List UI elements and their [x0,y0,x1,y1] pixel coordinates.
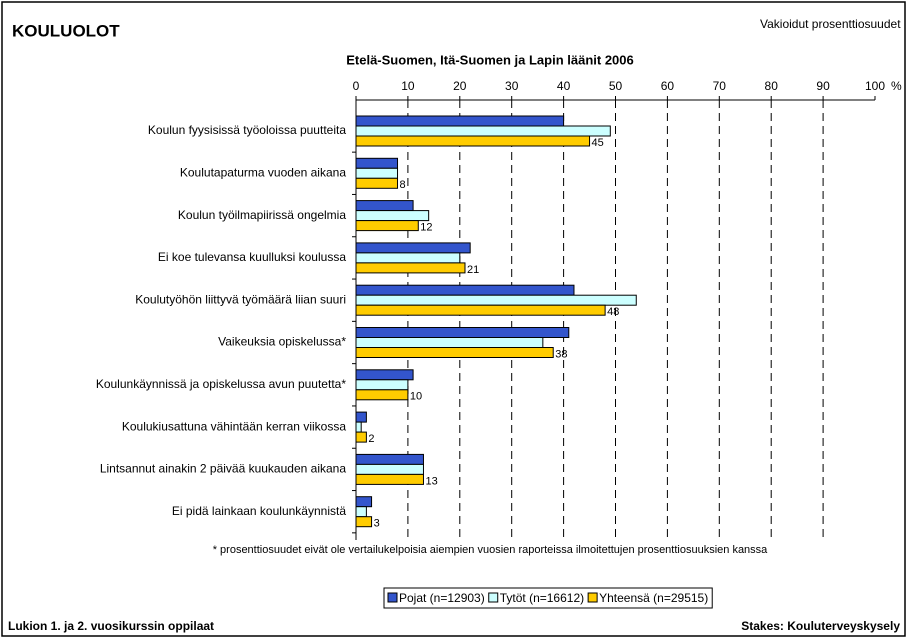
footer-left: Lukion 1. ja 2. vuosikurssin oppilaat [8,619,214,633]
bar [355,125,611,137]
bar [355,200,414,212]
bar [355,379,409,391]
bar [355,177,399,189]
data-label: 10 [410,391,422,403]
axis-unit: % [891,79,902,93]
data-label: 21 [467,264,479,276]
data-label: 3 [374,518,380,530]
bar [355,389,409,401]
bar [355,242,471,254]
x-tick-label: 50 [609,79,623,93]
bar [355,252,461,264]
bar [355,115,565,127]
legend: Pojat (n=12903) Tytöt (n=16612) Yhteensä (… [383,587,713,609]
bar [355,411,367,423]
data-label: 38 [555,348,567,360]
bar [355,463,424,475]
legend-label: Pojat (n=12903) [399,591,485,605]
header: KOULUOLOT [12,21,120,40]
legend-label: Tytöt (n=16612) [500,591,584,605]
y-tick-label: Koulun fyysisissä työoloissa puutteita [148,123,346,137]
y-tick-label: Lintsannut ainakin 2 päivää kuukauden ai… [100,462,347,476]
legend-swatch [587,592,598,603]
y-tick-label: Koulutyöhön liittyvä työmäärä liian suur… [135,292,346,306]
bar [355,167,399,179]
data-label: 8 [400,179,406,191]
legend-swatch [387,592,398,603]
bar [355,304,606,316]
bar [355,421,362,433]
legend-label: Yhteensä (n=29515) [599,591,708,605]
data-label: 12 [420,222,432,234]
bar [355,327,570,338]
subheader: Vakioidut prosenttiosuudet [760,17,901,31]
bar [355,369,414,381]
legend-swatch [488,592,499,603]
x-tick-label: 30 [505,79,519,93]
bar [355,431,367,443]
x-tick-label: 0 [353,79,360,93]
x-tick-label: 90 [816,79,830,93]
y-tick-label: Koulukiusattuna vähintään kerran viikoss… [122,419,346,433]
bar [355,210,430,222]
data-label: 45 [592,137,604,149]
bar [355,284,575,296]
y-tick-label: Ei pidä lainkaan koulunkäynnistä [172,504,346,518]
bar [355,262,466,274]
data-label: 2 [368,433,374,445]
x-tick-label: 40 [557,79,571,93]
x-tick-label: 60 [661,79,675,93]
bar [355,506,367,518]
y-tick-label: Koulutapaturma vuoden aikana [180,165,346,179]
bar [355,347,554,358]
y-tick-label: Ei koe tulevansa kuulluksi koulussa [158,250,346,264]
bar [355,294,637,306]
x-tick-label: 80 [765,79,779,93]
bar [355,220,419,232]
data-label: 13 [425,475,437,487]
legend-box [383,587,713,609]
bar [355,453,424,465]
bar [355,337,544,348]
x-tick-label: 10 [401,79,415,93]
bar [355,516,373,528]
chart-title: Etelä-Suomen, Itä-Suomen ja Lapin läänit… [346,52,634,67]
y-tick-label: Koulunkäynnissä ja opiskelussa avun puut… [96,377,346,391]
bar [355,157,399,169]
bar [355,135,591,147]
x-tick-label: 100 [865,79,885,93]
y-tick-label: Koulun työilmapiirissä ongelmia [178,208,346,222]
footnote: * prosenttiosuudet eivät ole vertailukel… [213,544,768,556]
y-tick-label: Vaikeuksia opiskelussa* [218,335,346,349]
bar [355,496,373,508]
x-tick-label: 70 [713,79,727,93]
bar [355,473,424,485]
footer-right: Stakes: Kouluterveyskysely [741,619,900,633]
x-tick-label: 20 [453,79,467,93]
data-label: 48 [607,306,619,318]
